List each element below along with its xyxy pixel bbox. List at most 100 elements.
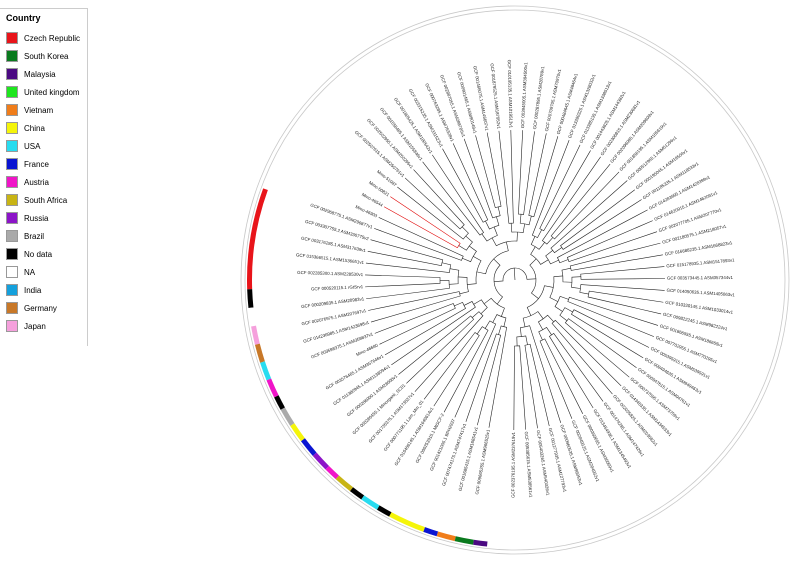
outer-ring xyxy=(244,9,786,551)
legend-swatch xyxy=(6,122,18,134)
legend-swatch xyxy=(6,302,18,314)
branch xyxy=(537,314,554,330)
branch xyxy=(462,245,477,263)
legend-label: Germany xyxy=(24,303,57,313)
branch xyxy=(368,291,461,323)
legend-label: Czech Republic xyxy=(24,33,81,43)
legend-item: Germany xyxy=(0,299,87,317)
branch xyxy=(365,274,441,288)
branch xyxy=(491,232,518,247)
ring-segment xyxy=(248,307,256,327)
ring-segment xyxy=(454,536,474,545)
legend-swatch xyxy=(6,50,18,62)
leaf-label: Mmo-46903 xyxy=(355,204,379,219)
ring-segment xyxy=(325,465,340,480)
legend-label: Japan xyxy=(24,321,46,331)
leaf-label: GCF 002376195.1 ASM237619v1 xyxy=(510,431,516,498)
branch xyxy=(560,189,642,250)
ring-segment xyxy=(312,452,330,470)
legend-item: Brazil xyxy=(0,227,87,245)
leaf-label: GCF 000287895.1 ASM28789v1 xyxy=(532,65,545,129)
branch xyxy=(566,220,658,263)
branch xyxy=(557,209,648,264)
ring-segment xyxy=(376,505,392,517)
branch xyxy=(531,139,570,239)
leaf-label: GCF 010195135.1 ASM1019513v1 xyxy=(507,60,514,129)
branch xyxy=(570,309,650,359)
branch xyxy=(423,332,480,407)
legend-label: Austria xyxy=(24,177,49,187)
legend-label: USA xyxy=(24,141,41,151)
legend-label: India xyxy=(24,285,42,295)
branch xyxy=(414,311,484,392)
branch xyxy=(367,239,444,267)
legend-item: South Korea xyxy=(0,47,87,65)
leaf-label: GCF 005403265.1 ASM540326v1 xyxy=(536,430,551,496)
ring-segment xyxy=(290,423,305,442)
branch xyxy=(454,320,497,418)
legend-item: Vietnam xyxy=(0,101,87,119)
branch xyxy=(481,226,498,242)
leaf-label: GCF 005385615.1 ASM538561v1 xyxy=(524,431,534,498)
ring-segment xyxy=(335,475,354,492)
branch xyxy=(518,130,535,215)
legend-item: Russia xyxy=(0,209,87,227)
branch xyxy=(526,285,554,316)
legend-swatch xyxy=(6,230,18,242)
branch xyxy=(539,144,591,232)
ring-segment xyxy=(251,325,260,345)
branch xyxy=(365,262,452,273)
legend-swatch xyxy=(6,68,18,80)
branch xyxy=(513,345,527,430)
branch xyxy=(488,325,508,428)
ring-segment xyxy=(280,407,295,426)
leaf-label: GCF 002285300.1 ASM228530v1 xyxy=(297,270,364,277)
legend-label: South Korea xyxy=(24,51,69,61)
branch xyxy=(465,333,502,426)
legend-item: United kingdom xyxy=(0,83,87,101)
branch xyxy=(473,299,488,314)
branch xyxy=(567,296,659,337)
branch xyxy=(483,297,505,317)
legend-swatch xyxy=(6,284,18,296)
branch xyxy=(564,318,637,378)
branch xyxy=(397,186,469,240)
ring-segment xyxy=(260,361,272,381)
branch xyxy=(458,276,469,295)
branch xyxy=(561,267,572,283)
legend-label: NA xyxy=(24,267,36,277)
legend-swatch xyxy=(6,194,18,206)
legend-item: Malaysia xyxy=(0,65,87,83)
branch xyxy=(498,130,514,224)
leaf-label: Mmo-50821 xyxy=(368,180,391,197)
leaf-label: GCF 000253915.1 MtGCF-2 xyxy=(414,412,445,464)
branch xyxy=(579,284,665,295)
branch xyxy=(545,250,559,265)
legend-item: NA xyxy=(0,263,87,281)
branch xyxy=(467,256,482,285)
branch xyxy=(475,132,502,209)
legend-label: Vietnam xyxy=(24,105,54,115)
branch xyxy=(549,275,563,302)
branch xyxy=(580,266,665,280)
branch xyxy=(374,303,456,345)
branch xyxy=(383,196,461,249)
legend-item: India xyxy=(0,281,87,299)
legend: Country Czech Republic South Korea Malaysi… xyxy=(0,8,88,346)
leaf-label: Mmo-46544 xyxy=(361,192,384,208)
branch xyxy=(554,295,569,312)
leaf-label: GCF 016688235.1 ASM1668823v1 xyxy=(664,240,733,257)
leaf-label: GCF 015366515.1 ASM1536651v1 xyxy=(296,252,365,265)
branch xyxy=(530,236,545,250)
leaf-label: GCF 009665255.1 ASM966525v1 xyxy=(474,429,490,495)
branch xyxy=(443,326,489,413)
leaf-label: GCF 010330145.1 ASM1033014v1 xyxy=(665,300,734,315)
legend-item: China xyxy=(0,119,87,137)
legend-label: Brazil xyxy=(24,231,45,241)
branch xyxy=(374,217,464,261)
branch xyxy=(550,180,628,254)
legend-item: Czech Republic xyxy=(0,29,87,47)
branch xyxy=(384,301,467,356)
